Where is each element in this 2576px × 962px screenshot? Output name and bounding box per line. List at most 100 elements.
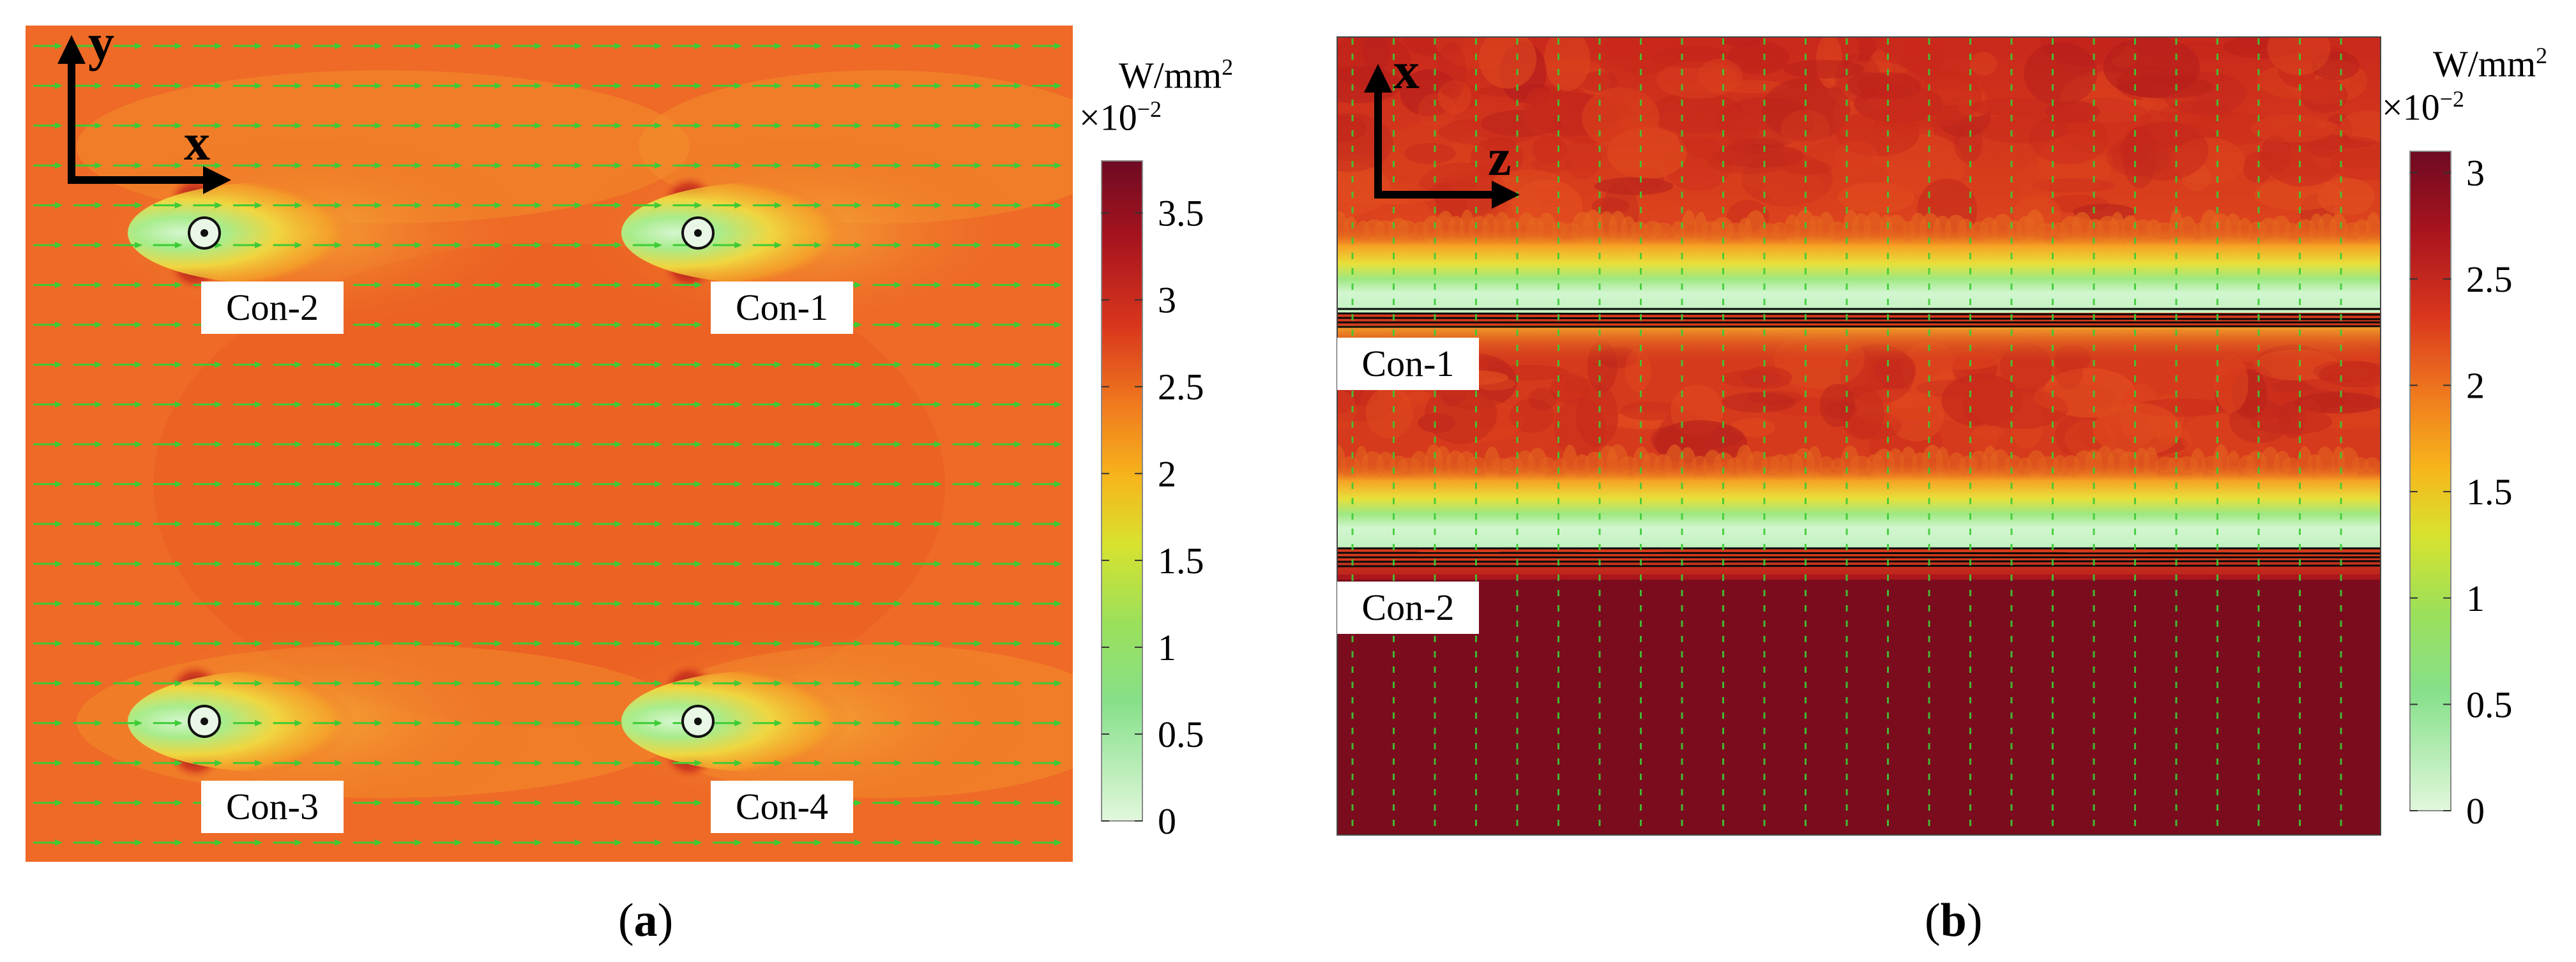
field-arrow [113,719,143,726]
field-texture [1554,398,1606,458]
field-texture [1362,37,1390,73]
field-arrow [672,202,702,209]
field-arrow [273,640,303,647]
field-texture [1563,377,1599,394]
field-arrow [113,799,143,806]
field-arrow [952,719,982,726]
field-arrow [633,481,662,488]
field-arrow [73,321,103,328]
panel-b-conductor-lines [1337,308,2381,567]
field-arrow [952,242,982,248]
field-arrow [233,481,262,488]
field-texture [1889,71,1927,124]
field-arrow [792,600,822,607]
field-arrow [393,43,423,49]
field-arrow [513,441,543,447]
panel-b-z-axis-label: z [1488,128,1512,186]
field-arrow [713,600,743,607]
field-texture [2239,393,2330,419]
field-arrow [393,481,423,488]
field-arrow [792,680,822,687]
field-arrow [393,282,423,289]
field-arrow [952,680,982,687]
field-arrow [1033,520,1062,527]
field-arrow [992,760,1022,767]
field-arrow [313,242,343,248]
field-texture [1941,373,2022,427]
field-texture [1819,384,1855,427]
field-arrow [193,82,223,89]
field-arrow [352,680,383,687]
field-arrow [952,282,982,289]
field-arrow [672,282,702,289]
field-arrow [73,242,103,248]
field-arrow [313,122,343,129]
field-arrow [313,481,343,488]
field-arrow [233,560,262,567]
field-arrow [233,361,262,368]
field-arrow [872,282,902,289]
field-texture [2224,37,2301,59]
field-arrow [713,760,743,767]
field-arrow [552,441,582,447]
field-arrow [913,202,943,209]
field-arrow [593,401,623,408]
field-arrow [593,481,623,488]
field-texture [1971,388,2068,429]
field-arrow [992,441,1022,447]
field-texture [1438,118,1538,146]
field-arrow [393,560,423,567]
field-arrow [672,122,702,129]
field-texture [1418,162,1506,216]
panel-b-axes [1374,83,1494,199]
colorbar-tick-label: 0 [1158,800,1176,842]
field-arrow [113,242,143,248]
field-texture [1833,87,1877,140]
field-texture [2308,121,2346,169]
field-arrow [113,680,143,687]
field-texture [1450,83,1480,110]
field-arrow [73,162,103,169]
field-texture [2010,396,2044,449]
field-arrow [273,202,303,209]
field-arrow [872,43,902,49]
field-arrow [193,361,223,368]
field-texture [1663,137,1732,192]
field-arrow [113,162,143,169]
panel-b-label-con-1: Con-1 [1337,338,1479,390]
field-arrow [672,82,702,89]
field-arrow [352,242,383,248]
field-arrow [952,839,982,846]
field-texture [1591,197,1630,215]
field-texture [1896,78,1989,120]
field-arrow [593,321,623,328]
field-arrow [913,560,943,567]
field-texture [1729,129,1805,191]
field-texture [1628,169,1664,190]
field-arrow [153,799,183,806]
field-arrow [33,361,63,368]
field-arrow [33,282,63,289]
panel-b [1337,36,2381,836]
field-arrow [433,560,462,567]
field-texture [2106,137,2171,177]
field-texture [1478,37,1537,89]
field-arrow [153,122,183,129]
field-arrow [672,43,702,49]
field-arrow [1033,680,1062,687]
field-arrow [633,321,662,328]
field-arrow [952,520,982,527]
field-arrow [872,361,902,368]
panel-b-colorbar-ticks: 0 0.5 1 1.5 2 2.5 3 [2410,152,2513,832]
field-arrow [113,839,143,846]
field-arrow [193,202,223,209]
colorbar-tick-label: 1.5 [1158,540,1204,582]
field-arrow [872,122,902,129]
field-texture [1973,426,2004,439]
field-arrow [473,321,503,328]
panel-b-colorbar-unit: W/mm2 [2433,42,2547,85]
field-texture [1556,119,1625,144]
field-texture [1957,96,1990,117]
panel-a-x-axis-label: x [184,113,210,171]
field-texture [1821,37,1860,68]
